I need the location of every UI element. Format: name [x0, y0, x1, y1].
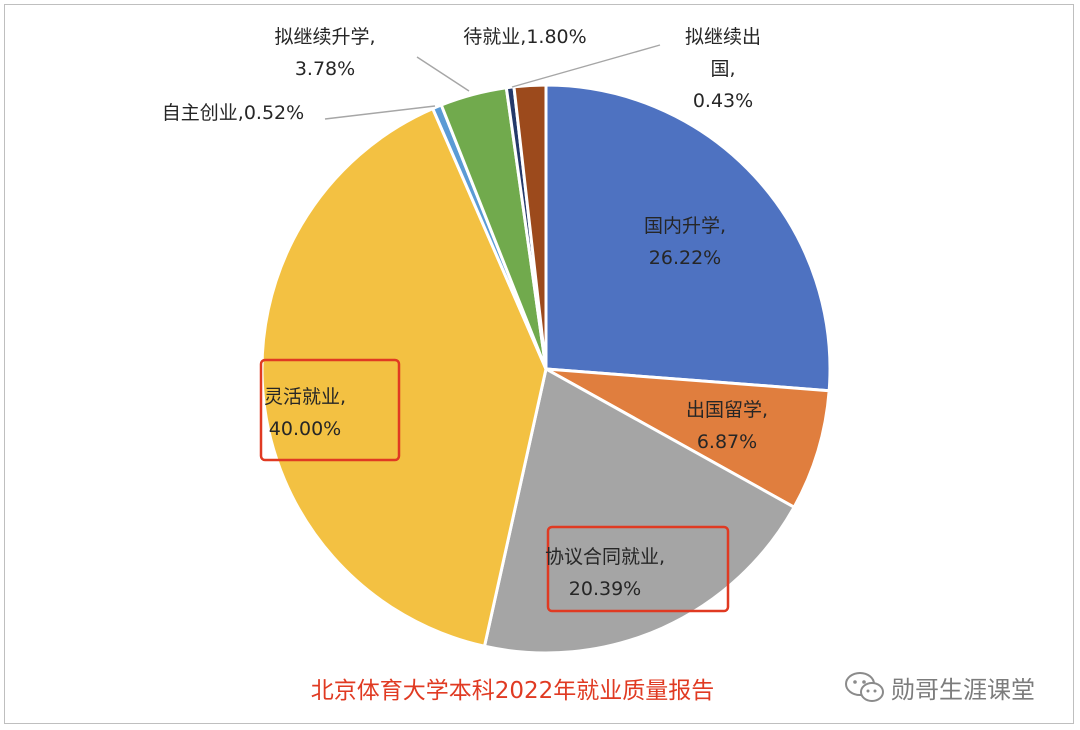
pie-chart: 国内升学, 26.22% 出国留学, 6.87% 协议合同就业, 20.39% 灵活就业, 4… — [162, 26, 832, 655]
chart-title: 北京体育大学本科2022年就业质量报告 — [310, 678, 715, 704]
leader-line-4 — [324, 105, 436, 120]
data-label-7-line1: 待就业,1.80% — [463, 26, 586, 48]
data-label-3-line1: 灵活就业, — [264, 386, 346, 408]
pie-slice-3 — [260, 106, 548, 649]
data-label-2-line1: 协议合同就业, — [545, 546, 665, 568]
data-label-6-line2: 国, — [710, 58, 735, 80]
leader-line-6 — [511, 44, 661, 88]
data-label-0-line1: 国内升学, — [644, 215, 726, 237]
pie-slice-0 — [544, 83, 832, 393]
pie-slice-2 — [482, 366, 797, 655]
data-label-6-line1: 拟继续出 — [685, 26, 761, 48]
chart-frame: 国内升学, 26.22% 出国留学, 6.87% 协议合同就业, 20.39% 灵活就业, 4… — [4, 4, 1074, 724]
leader-line-5 — [416, 56, 470, 92]
watermark: 勋哥生涯课堂 — [843, 669, 1035, 705]
wechat-icon — [845, 672, 884, 702]
data-label-1-line1: 出国留学, — [686, 399, 768, 421]
data-label-5-line1: 拟继续升学, — [274, 26, 375, 48]
data-label-3-line2: 40.00% — [269, 418, 341, 440]
highlight-box-3 — [259, 358, 401, 462]
watermark-text: 勋哥生涯课堂 — [891, 675, 1035, 704]
data-label-6-line3: 0.43% — [693, 90, 753, 112]
highlight-box-2 — [546, 525, 730, 613]
data-label-1-line2: 6.87% — [697, 431, 757, 453]
data-label-0-line2: 26.22% — [649, 247, 721, 269]
pie-slice-1 — [545, 367, 831, 510]
data-label-5-line2: 3.78% — [295, 58, 355, 80]
data-label-4-line1: 自主创业,0.52% — [162, 102, 304, 124]
data-label-2-line2: 20.39% — [569, 578, 641, 600]
